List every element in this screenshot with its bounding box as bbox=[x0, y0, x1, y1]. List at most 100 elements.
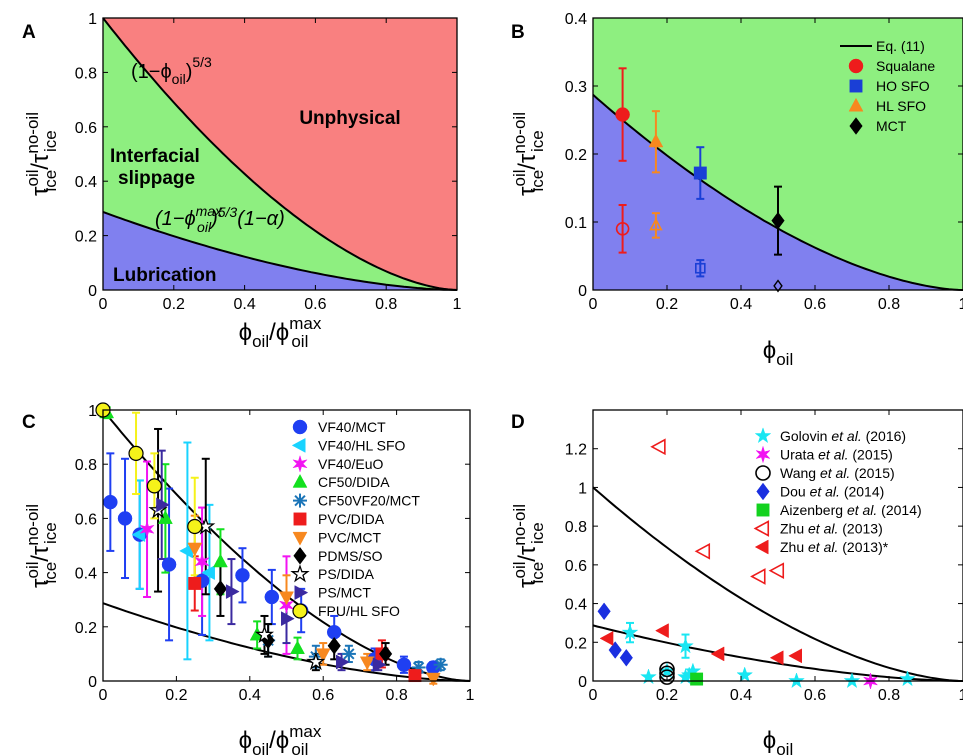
x-tick-label: 1 bbox=[466, 687, 475, 704]
legend-marker bbox=[292, 603, 308, 619]
legend-label: CF50VF20/MCT bbox=[318, 493, 420, 509]
data-point bbox=[768, 562, 785, 580]
region-label-interfacial: Interfacial bbox=[110, 146, 200, 167]
data-point bbox=[139, 520, 155, 539]
legend-marker bbox=[848, 97, 864, 112]
data-point bbox=[341, 646, 356, 661]
legend-marker bbox=[293, 546, 307, 565]
legend-label: HL SFO bbox=[876, 98, 926, 114]
y-tick-label: 1 bbox=[88, 403, 97, 420]
y-tick-label: 0.8 bbox=[565, 519, 587, 536]
legend-label: HO SFO bbox=[876, 78, 930, 94]
data-point bbox=[235, 568, 250, 583]
data-point bbox=[225, 584, 240, 599]
data-point bbox=[710, 646, 725, 662]
y-axis-label: τoilice/τno-oilice bbox=[510, 112, 547, 196]
data-point bbox=[677, 637, 694, 654]
legend-label: Zhu et al. (2013)* bbox=[780, 539, 889, 555]
upper-bound-curve bbox=[102, 17, 458, 291]
region-interfacial-slippage bbox=[103, 18, 457, 290]
y-tick-label: 0.2 bbox=[75, 229, 97, 246]
axes-frame bbox=[592, 409, 963, 682]
y-axis-label: τoilice/τno-oilice bbox=[510, 504, 547, 588]
legend-marker bbox=[294, 585, 309, 601]
data-point bbox=[264, 589, 280, 605]
data-point bbox=[315, 648, 331, 663]
y-tick-label: 0.6 bbox=[565, 558, 587, 575]
data-point bbox=[378, 645, 393, 663]
data-point bbox=[650, 438, 666, 456]
legend-marker bbox=[291, 437, 306, 453]
x-tick-label: 0.4 bbox=[730, 687, 752, 704]
data-point bbox=[213, 553, 228, 568]
data-point bbox=[201, 565, 215, 581]
legend-label: Urata et al. (2015) bbox=[780, 447, 893, 463]
y-tick-label: 0.4 bbox=[75, 566, 97, 583]
data-point bbox=[279, 591, 294, 606]
x-tick-label: 0.2 bbox=[656, 687, 678, 704]
data-point-filled bbox=[693, 166, 707, 180]
y-tick-label: 0.3 bbox=[565, 79, 587, 96]
panel-label: D bbox=[511, 412, 525, 433]
y-tick-label: 0 bbox=[578, 674, 587, 691]
x-tick-label: 0.8 bbox=[385, 687, 407, 704]
x-tick-label: 0 bbox=[99, 296, 108, 313]
data-point-open bbox=[649, 217, 663, 231]
data-point bbox=[194, 552, 210, 571]
x-tick-label: 0.6 bbox=[804, 296, 826, 313]
x-tick-label: 0.4 bbox=[233, 296, 255, 313]
panel-c: 0 0.2 0.4 0.6 0.8 1 0 0.2 0.4 0.6 0.8 1 VF40/MCT VF40… bbox=[22, 402, 475, 756]
legend-marker bbox=[848, 58, 864, 74]
x-axis-label: ϕoil/ϕmax oil bbox=[239, 722, 322, 756]
x-tick-label: 0.2 bbox=[163, 296, 185, 313]
data-point bbox=[188, 576, 202, 590]
y-tick-label: 0.4 bbox=[565, 597, 587, 614]
legend-label: Golovin et al. (2016) bbox=[780, 428, 906, 444]
data-point bbox=[788, 648, 802, 664]
data-point bbox=[899, 670, 916, 687]
data-point bbox=[290, 640, 305, 654]
data-point bbox=[131, 527, 146, 543]
data-point bbox=[359, 656, 375, 671]
legend-label: PS/MCT bbox=[318, 585, 371, 601]
legend-marker bbox=[849, 79, 863, 93]
y-tick-label: 0.2 bbox=[565, 147, 587, 164]
data-point bbox=[750, 568, 766, 585]
legend-label: PS/DIDA bbox=[318, 566, 375, 582]
data-point bbox=[396, 657, 412, 672]
data-point bbox=[433, 657, 448, 672]
data-point bbox=[306, 651, 326, 671]
x-tick-label: 0.2 bbox=[656, 296, 678, 313]
legend-marker bbox=[293, 493, 307, 508]
data-point bbox=[156, 497, 170, 513]
legend-marker bbox=[293, 512, 307, 526]
x-tick-label: 0.8 bbox=[878, 296, 900, 313]
legend-marker bbox=[754, 539, 769, 555]
y-tick-label: 1.2 bbox=[565, 442, 587, 459]
y-tick-label: 0 bbox=[88, 674, 97, 691]
panel-b: 0 0.2 0.4 0.6 0.8 1 0 0.1 0.2 0.3 0.4 Eq. (11) Squal… bbox=[510, 11, 963, 369]
data-point bbox=[336, 654, 350, 670]
data-point bbox=[281, 611, 295, 627]
data-point bbox=[599, 630, 614, 646]
legend-label: Eq. (11) bbox=[876, 38, 925, 54]
data-point-filled bbox=[771, 211, 785, 230]
x-tick-label: 0.6 bbox=[312, 687, 334, 704]
legend-label: VF40/EuO bbox=[318, 456, 383, 472]
data-point-filled bbox=[615, 107, 630, 122]
legend-label: FPU/HL SFO bbox=[318, 603, 400, 619]
data-point bbox=[843, 672, 861, 689]
data-point bbox=[327, 636, 341, 655]
y-tick-label: 0.2 bbox=[75, 620, 97, 637]
legend-label: PVC/MCT bbox=[318, 529, 381, 545]
legend-marker bbox=[290, 564, 310, 583]
axes-frame bbox=[102, 409, 471, 682]
legend-marker bbox=[292, 473, 308, 488]
y-axis-label: τoilice/τno-oilice bbox=[23, 112, 60, 196]
legend-label: Zhu et al. (2013) bbox=[780, 521, 883, 537]
data-point bbox=[425, 672, 441, 687]
y-tick-label: 0.2 bbox=[565, 635, 587, 652]
data-point bbox=[254, 624, 275, 644]
x-axis-label: ϕoil bbox=[763, 727, 793, 756]
data-point bbox=[769, 650, 784, 666]
